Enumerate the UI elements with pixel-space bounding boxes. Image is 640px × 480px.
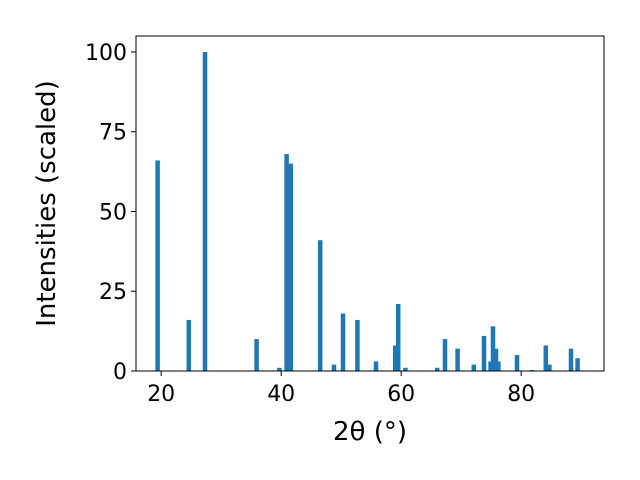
y-tick-label: 25	[99, 280, 127, 305]
bar-0	[155, 160, 160, 371]
y-tick-label: 100	[85, 41, 127, 66]
bar-6	[288, 163, 294, 371]
bar-15	[434, 367, 440, 371]
bar-7	[317, 240, 323, 371]
bar-2	[202, 51, 208, 371]
bar-14	[403, 367, 408, 371]
bar-21	[490, 326, 496, 371]
x-axis-ticks: 20 40 60 80	[147, 371, 535, 407]
bar-22	[493, 348, 499, 371]
x-tick-label: 60	[387, 382, 415, 407]
x-axis-label: 2θ (°)	[333, 417, 407, 447]
bar-12	[392, 345, 398, 371]
bar-10	[355, 319, 360, 371]
bar-29	[575, 358, 580, 371]
x-tick-label: 40	[267, 382, 295, 407]
bar-27	[547, 364, 552, 371]
y-tick-label: 0	[113, 360, 127, 385]
bar-3	[254, 339, 259, 371]
y-axis-ticks: 0 25 50 75 100	[85, 41, 136, 385]
bar-1	[186, 319, 192, 371]
bar-8	[331, 364, 337, 371]
bar-23	[496, 361, 501, 371]
bars-group	[155, 51, 580, 371]
bar-11	[373, 361, 379, 371]
bar-18	[471, 364, 477, 371]
bar-5	[284, 154, 289, 371]
bar-4	[277, 367, 282, 371]
y-axis-label: Intensities (scaled)	[32, 80, 62, 327]
bar-26	[543, 345, 549, 371]
x-tick-label: 80	[507, 382, 535, 407]
bar-13	[395, 304, 401, 371]
plot-area-frame	[135, 35, 605, 372]
bar-17	[455, 348, 460, 371]
bar-24	[514, 355, 520, 371]
bar-9	[340, 313, 346, 371]
bar-16	[442, 339, 448, 371]
x-tick-label: 20	[147, 382, 175, 407]
bar-20	[488, 361, 493, 371]
bar-28	[568, 348, 574, 371]
y-tick-label: 75	[99, 121, 127, 146]
bar-19	[481, 335, 487, 371]
y-tick-label: 50	[99, 200, 127, 225]
